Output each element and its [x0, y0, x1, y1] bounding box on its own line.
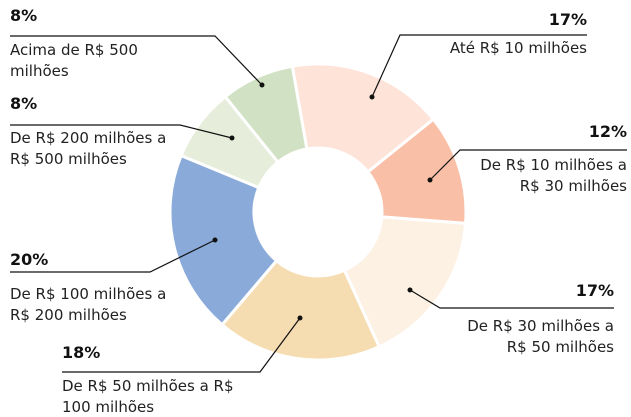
donut-segment	[342, 215, 468, 349]
leader-line	[429, 149, 627, 181]
leader-line	[10, 35, 263, 86]
leader-dot	[427, 177, 433, 183]
donut-segment	[223, 64, 309, 165]
percent-label: 8%	[10, 6, 38, 25]
percent-label: 17%	[575, 281, 614, 300]
category-label: De R$ 30 milhões a R$ 50 milhões	[467, 317, 614, 356]
percent-label: 17%	[548, 10, 587, 29]
percent-label: 18%	[62, 343, 101, 362]
leader-line	[10, 239, 216, 273]
leader-dot	[212, 237, 218, 243]
percent-label: 12%	[588, 122, 627, 141]
leader-dot	[407, 287, 413, 293]
category-label: De R$ 10 milhões a R$ 30 milhões	[480, 156, 627, 195]
donut-segment	[219, 258, 382, 362]
category-label: De R$ 100 milhões a R$ 200 milhões	[10, 285, 167, 324]
category-label: Até R$ 10 milhões	[449, 39, 587, 57]
percent-label: 8%	[10, 94, 38, 113]
leader-line	[10, 124, 233, 139]
leader-line	[371, 34, 587, 98]
leader-dot	[259, 82, 265, 88]
leader-dot	[229, 135, 235, 141]
donut-segment	[290, 62, 436, 175]
category-label: De R$ 200 milhões a R$ 500 milhões	[10, 129, 167, 168]
leader-line	[62, 317, 301, 373]
category-label: Acima de R$ 500 milhões	[10, 41, 138, 80]
leader-dot	[369, 94, 375, 100]
leader-dot	[297, 315, 303, 321]
leader-line	[409, 289, 614, 309]
category-label: De R$ 50 milhões a R$ 100 milhões	[62, 377, 234, 416]
donut-segment	[168, 153, 279, 327]
percent-label: 20%	[10, 250, 49, 269]
